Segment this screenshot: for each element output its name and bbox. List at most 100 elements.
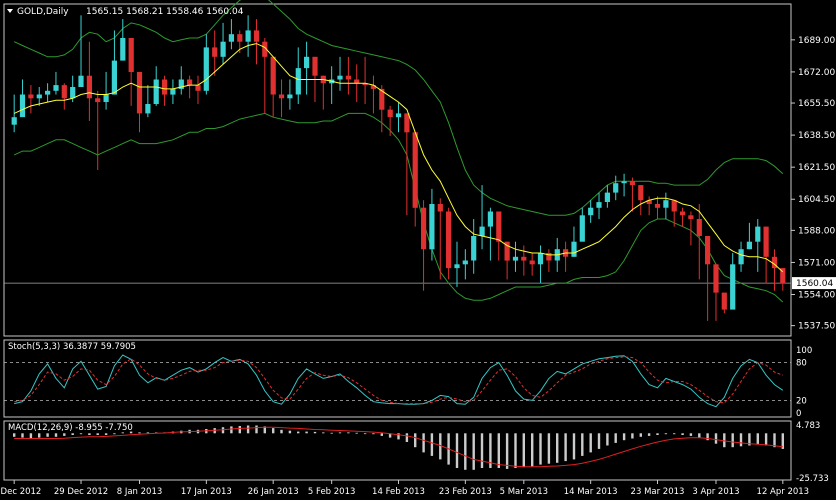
macd-histogram-bar: [581, 433, 584, 456]
candle-body: [763, 226, 769, 257]
x-tick-label: 14 Feb 2013: [372, 487, 425, 497]
macd-histogram-bar: [614, 433, 617, 443]
stochastic-panel: [4, 354, 791, 408]
price-panel-frame: [3, 3, 792, 337]
macd-histogram-bar: [146, 432, 150, 434]
macd-histogram-bar: [689, 433, 693, 436]
candle-body: [454, 264, 460, 269]
candle-body: [721, 292, 727, 310]
macd-histogram-bar: [781, 433, 784, 449]
price-y-tick-label: 1537.50: [798, 322, 835, 332]
macd-histogram-bar: [564, 433, 567, 462]
bollinger-upper-line: [13, 0, 784, 216]
price-y-tick-label: 1571.00: [798, 258, 835, 268]
candle-body: [395, 113, 402, 118]
macd-histogram-bar: [514, 433, 517, 468]
macd-histogram-bar: [372, 433, 375, 435]
macd-histogram-bar: [531, 433, 534, 467]
candle-body: [446, 211, 452, 269]
macd-histogram-bar: [88, 433, 91, 435]
macd-histogram-bar: [96, 433, 99, 435]
macd-panel: [13, 425, 784, 470]
x-tick-label: 8 Jan 2013: [117, 487, 163, 497]
candle-body: [354, 79, 360, 84]
candle-body: [103, 94, 109, 102]
candle-body: [671, 200, 677, 212]
candle-body: [170, 88, 176, 95]
macd-histogram-bar: [455, 433, 459, 468]
macd-histogram-bar: [656, 433, 659, 435]
macd-histogram-bar: [597, 433, 601, 449]
panel-frames: [3, 3, 792, 481]
macd-histogram-bar: [380, 433, 383, 436]
macd-histogram-bar: [405, 433, 409, 442]
candle-body: [312, 56, 318, 76]
candle-body: [755, 226, 761, 242]
macd-histogram-bar: [255, 425, 258, 434]
candle-body: [237, 34, 243, 42]
price-y-tick-label: 1554.00: [798, 291, 835, 301]
x-tick-label: 5 Mar 2013: [500, 487, 548, 497]
stoch-y-tick-label: 20: [796, 396, 807, 406]
candle-body: [429, 204, 435, 250]
macd-histogram-bar: [246, 425, 250, 434]
candle-body: [680, 211, 686, 216]
macd-histogram-bar: [505, 433, 509, 469]
macd-histogram-bar: [739, 433, 743, 447]
macd-histogram-bar: [681, 433, 684, 435]
candle-body: [629, 181, 635, 186]
candle-body: [696, 219, 702, 236]
price-y-tick-label: 1588.00: [798, 226, 835, 236]
candle-body: [178, 79, 184, 89]
candle-body: [663, 200, 669, 208]
candle-body: [120, 38, 126, 61]
candle-body: [187, 79, 193, 86]
macd-histogram-bar: [472, 433, 475, 470]
candle-body: [646, 200, 652, 204]
macd-histogram-bar: [464, 433, 467, 470]
macd-histogram-bar: [54, 433, 58, 437]
candle-body: [95, 98, 101, 103]
price-y-tick-label: 1604.50: [798, 195, 835, 205]
ohlc-values: 1565.15 1568.21 1558.46 1560.04: [86, 7, 244, 17]
candle-body: [362, 83, 368, 86]
macd-histogram-bar: [522, 433, 525, 468]
candle-body: [304, 56, 310, 69]
macd-histogram-bar: [272, 428, 275, 434]
macd-histogram-bar: [338, 432, 342, 434]
macd-histogram-bar: [388, 433, 392, 438]
candle-body: [479, 226, 485, 236]
candle-body: [705, 236, 711, 265]
macd-histogram-bar: [539, 433, 542, 465]
candle-body: [638, 185, 644, 201]
menu-triangle-icon[interactable]: [7, 9, 13, 13]
macd-histogram-bar: [489, 433, 492, 468]
stoch-main-line: [14, 354, 784, 408]
macd-histogram-bar: [238, 426, 241, 434]
candle-body: [596, 202, 602, 208]
x-tick-label: 14 Mar 2013: [564, 487, 618, 497]
candle-body: [145, 104, 151, 114]
price-y-tick-label: 1689.00: [798, 36, 835, 46]
candle-body: [61, 85, 67, 99]
candle-body: [70, 87, 76, 99]
macd-histogram-bar: [355, 432, 358, 434]
candle-body: [379, 88, 385, 110]
macd-histogram-bar: [280, 429, 283, 434]
stoch-y-tick-label: 80: [796, 359, 807, 369]
bollinger-lower-line: [13, 112, 784, 303]
candle-body: [487, 211, 493, 227]
macd-histogram-bar: [138, 432, 141, 434]
macd-histogram-bar: [46, 433, 49, 437]
candle-body: [162, 79, 168, 95]
candle-body: [437, 204, 443, 212]
macd-histogram-bar: [29, 433, 33, 439]
candle-body: [738, 249, 744, 265]
candle-body: [571, 241, 577, 257]
macd-histogram-bar: [430, 433, 434, 456]
candle-body: [45, 90, 51, 95]
candle-body: [771, 256, 778, 269]
axis-ticks: [4, 39, 795, 484]
macd-histogram-bar: [606, 433, 609, 446]
